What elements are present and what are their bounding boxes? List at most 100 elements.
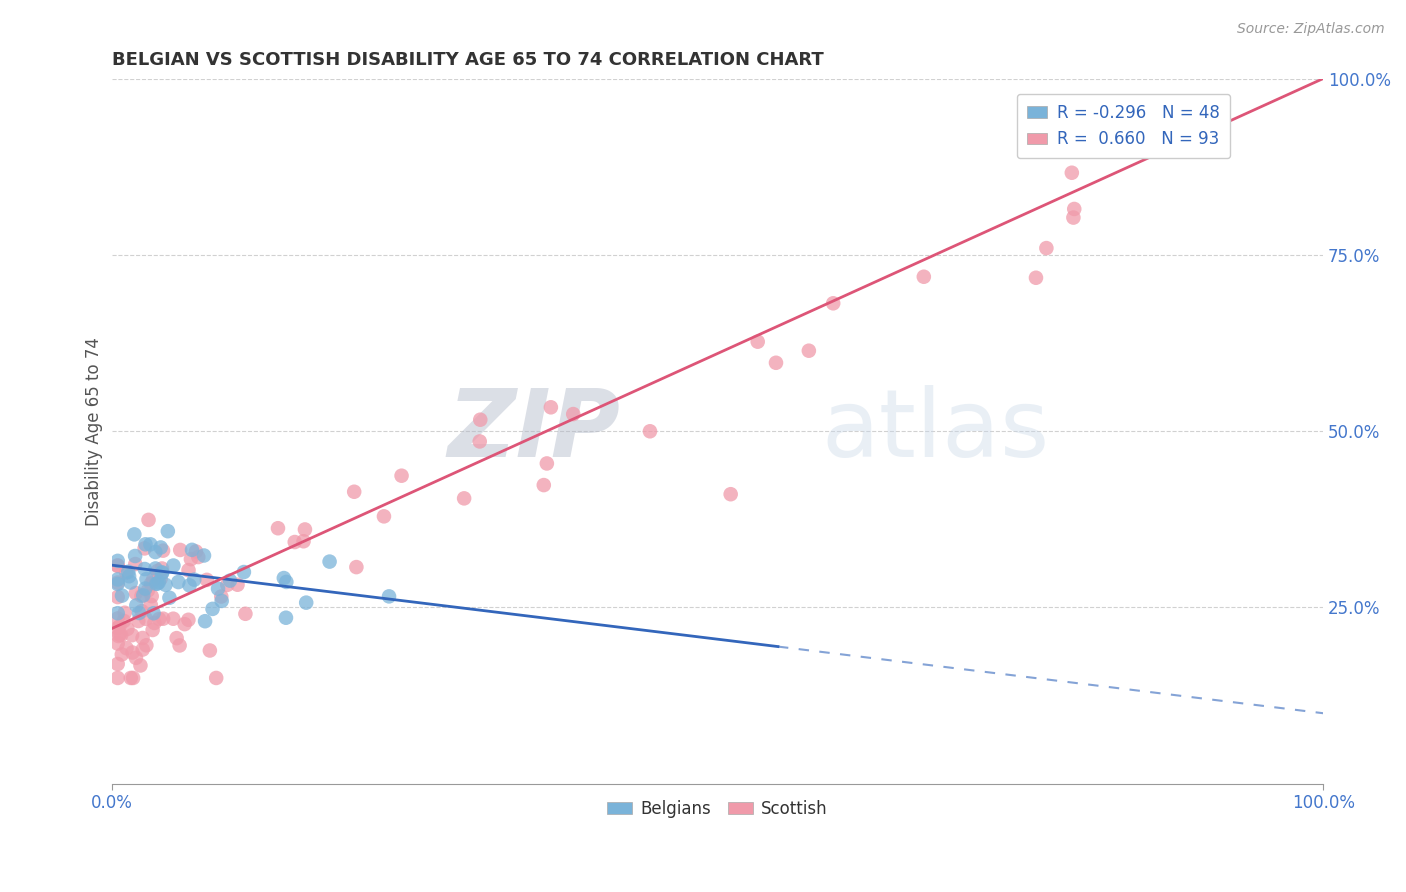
Point (747, 334, 769, 349)
Point (135, 638, 157, 652)
Point (344, 560, 367, 574)
Point (169, 639, 191, 653)
Point (139, 598, 162, 612)
Point (108, 628, 131, 642)
Point (145, 545, 167, 559)
Point (122, 671, 145, 685)
Point (120, 575, 142, 590)
Point (110, 628, 132, 642)
Point (540, 401, 562, 415)
Point (141, 589, 163, 603)
Point (107, 657, 129, 671)
Point (198, 643, 221, 657)
Point (107, 558, 129, 573)
Point (179, 578, 201, 592)
Point (169, 543, 191, 558)
Point (1062, 211, 1084, 225)
Point (150, 561, 173, 575)
Point (201, 602, 224, 616)
Text: BELGIAN VS SCOTTISH DISABILITY AGE 65 TO 74 CORRELATION CHART: BELGIAN VS SCOTTISH DISABILITY AGE 65 TO… (111, 51, 824, 69)
Point (292, 534, 315, 549)
Point (111, 648, 134, 662)
Point (108, 619, 131, 633)
Point (107, 575, 129, 590)
Point (142, 572, 165, 586)
Point (143, 615, 166, 630)
Point (131, 631, 153, 645)
Text: atlas: atlas (821, 385, 1050, 477)
Point (152, 612, 174, 626)
Point (273, 571, 295, 585)
Point (138, 513, 160, 527)
Point (107, 573, 129, 587)
Point (274, 611, 297, 625)
Point (121, 628, 143, 642)
Point (152, 543, 174, 558)
Point (121, 646, 143, 660)
Point (135, 572, 157, 586)
Point (193, 549, 215, 563)
Point (219, 574, 242, 588)
Point (912, 269, 935, 284)
Point (343, 484, 366, 499)
Text: ZIP: ZIP (447, 385, 620, 477)
Point (173, 617, 195, 632)
Point (318, 555, 340, 569)
Point (117, 622, 139, 636)
Point (205, 671, 228, 685)
Point (823, 296, 845, 310)
Point (378, 590, 401, 604)
Point (139, 576, 162, 591)
Point (150, 566, 173, 580)
Point (145, 576, 167, 591)
Point (159, 591, 181, 605)
Point (136, 583, 159, 598)
Point (135, 612, 157, 626)
Point (177, 563, 200, 577)
Point (155, 578, 177, 592)
Point (107, 671, 129, 685)
Point (1063, 202, 1085, 216)
Point (180, 552, 202, 566)
Point (149, 572, 172, 586)
Point (134, 541, 156, 556)
Point (132, 588, 155, 602)
Point (184, 544, 207, 558)
Point (150, 566, 173, 580)
Point (125, 650, 148, 665)
Point (112, 614, 135, 628)
Point (118, 569, 141, 583)
Point (1025, 270, 1047, 285)
Point (391, 468, 413, 483)
Point (115, 566, 138, 580)
Point (107, 637, 129, 651)
Point (107, 611, 129, 625)
Point (142, 606, 165, 620)
Point (145, 561, 167, 575)
Point (115, 641, 138, 656)
Point (1035, 241, 1057, 255)
Point (107, 621, 129, 635)
Point (533, 478, 555, 492)
Point (132, 642, 155, 657)
Point (111, 589, 134, 603)
Legend: Belgians, Scottish: Belgians, Scottish (600, 793, 834, 825)
Point (194, 614, 217, 628)
Point (128, 606, 150, 620)
Point (124, 527, 146, 541)
Point (720, 487, 742, 501)
Point (129, 658, 152, 673)
Point (125, 586, 148, 600)
Point (124, 549, 146, 563)
Point (209, 590, 232, 604)
Point (142, 623, 165, 637)
Point (217, 578, 239, 592)
Point (107, 559, 129, 574)
Point (139, 537, 162, 551)
Point (117, 565, 139, 579)
Point (146, 576, 169, 591)
Point (120, 671, 142, 685)
Point (114, 606, 136, 620)
Point (765, 356, 787, 370)
Point (148, 612, 170, 626)
